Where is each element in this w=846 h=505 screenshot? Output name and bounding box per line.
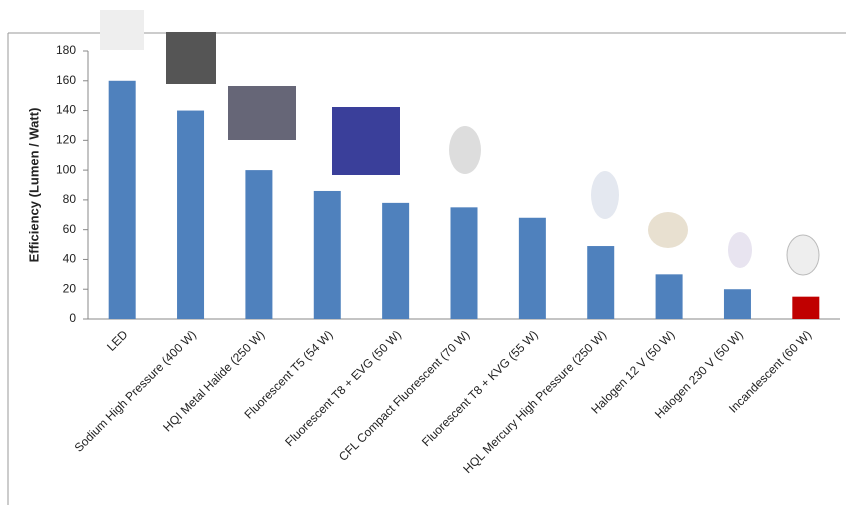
- y-tick-label: 0: [69, 311, 76, 325]
- x-tick-label: CFL Compact Fluorescent (70 W): [336, 327, 472, 463]
- y-tick-label: 80: [63, 192, 77, 206]
- y-tick-label: 160: [56, 73, 76, 87]
- y-tick-label: 60: [63, 222, 77, 236]
- bar: [655, 274, 683, 319]
- bar: [245, 170, 273, 319]
- icon: [166, 32, 216, 84]
- icon: [100, 10, 144, 50]
- y-tick-label: 40: [63, 252, 77, 266]
- bar: [382, 202, 410, 319]
- y-tick-label: 140: [56, 103, 76, 117]
- icon: [332, 107, 400, 175]
- icon: [728, 232, 752, 268]
- y-tick-label: 100: [56, 162, 76, 176]
- bar: [792, 296, 820, 319]
- icon: [449, 126, 481, 174]
- x-tick-label: LED: [104, 327, 131, 354]
- y-tick-label: 120: [56, 133, 76, 147]
- bar: [313, 190, 341, 319]
- icon: [591, 171, 619, 219]
- icon: [228, 86, 296, 140]
- y-tick-label: 20: [63, 281, 77, 295]
- bar: [518, 217, 546, 319]
- x-tick-label: Fluorescent T8 + EVG (50 W): [282, 327, 404, 449]
- y-axis-label: Efficiency (Lumen / Watt): [26, 108, 41, 263]
- y-tick-label: 180: [56, 43, 76, 57]
- lamp-icons: [100, 10, 820, 276]
- icon: [648, 212, 688, 248]
- icon: [786, 234, 820, 276]
- bar: [723, 289, 751, 319]
- x-tick-label: Fluorescent T8 + KVG (55 W): [419, 327, 541, 449]
- bar: [177, 110, 205, 319]
- bar: [108, 80, 136, 320]
- bar: [450, 207, 478, 319]
- x-tick-label: HQL Mercury High Pressure (250 W): [460, 327, 609, 476]
- x-tick-label: Sodium High Pressure (400 W): [72, 327, 199, 454]
- bar: [587, 246, 615, 319]
